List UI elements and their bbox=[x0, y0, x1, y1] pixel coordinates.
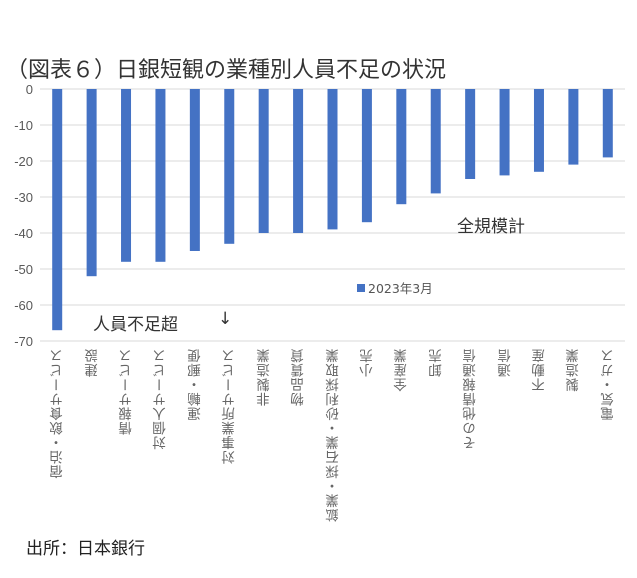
bar bbox=[327, 89, 338, 230]
bar bbox=[86, 89, 97, 277]
bar bbox=[155, 89, 166, 262]
y-tick-label: -50 bbox=[14, 262, 33, 277]
legend-label: 2023年3月 bbox=[368, 281, 433, 296]
x-tick-label: 鉱業・採石業・砂利採取業 bbox=[325, 348, 342, 522]
down-arrow-icon: ↓ bbox=[218, 309, 233, 329]
x-tick-label: 宿泊・飲食サービス bbox=[50, 348, 67, 479]
x-tick-label: 不動産 bbox=[531, 348, 548, 392]
bar bbox=[293, 89, 304, 233]
x-tick-label: 全産業 bbox=[394, 348, 411, 392]
annotation-labor-shortage: 人員不足超 bbox=[93, 315, 178, 335]
x-tick-label: 対事業所サービス bbox=[222, 348, 239, 464]
y-tick-label: 0 bbox=[26, 82, 33, 97]
y-tick-label: -10 bbox=[14, 118, 33, 133]
bar bbox=[396, 89, 407, 205]
legend: 2023年3月 bbox=[357, 278, 433, 297]
source-note: 出所：日本銀行 bbox=[26, 539, 145, 559]
annotation-all-sizes: 全規模計 bbox=[457, 217, 525, 237]
bar bbox=[533, 89, 544, 172]
x-tick-label: 情報サービス bbox=[119, 348, 136, 435]
bar bbox=[568, 89, 579, 165]
bar bbox=[361, 89, 372, 223]
x-tick-label: その他情報通信 bbox=[463, 348, 480, 450]
x-tick-label: 小売 bbox=[359, 348, 376, 377]
bar bbox=[602, 89, 613, 158]
x-tick-label: 建設 bbox=[84, 348, 101, 377]
bar bbox=[121, 89, 132, 262]
legend-swatch bbox=[357, 283, 365, 292]
bar bbox=[189, 89, 200, 251]
bar bbox=[499, 89, 510, 176]
x-tick-label: 対個人サービス bbox=[153, 348, 170, 450]
bar bbox=[224, 89, 235, 244]
x-tick-label: 非製造業 bbox=[256, 348, 273, 406]
bar bbox=[465, 89, 476, 179]
x-tick-label: 卸売 bbox=[428, 348, 445, 377]
chart-title: （図表６）日銀短観の業種別人員不足の状況 bbox=[6, 58, 447, 83]
y-tick-label: -40 bbox=[14, 226, 33, 241]
x-tick-label: 運輸・郵便 bbox=[187, 348, 204, 421]
y-tick-label: -60 bbox=[14, 298, 33, 313]
y-tick-label: -20 bbox=[14, 154, 33, 169]
x-tick-label: 物品賃貸 bbox=[291, 348, 308, 406]
bar bbox=[258, 89, 269, 233]
x-tick-label: 製造業 bbox=[566, 348, 583, 392]
y-tick-label: -30 bbox=[14, 190, 33, 205]
bar bbox=[52, 89, 63, 331]
x-tick-label: 電気・ガス bbox=[600, 348, 617, 421]
y-tick-label: -70 bbox=[14, 334, 33, 349]
x-tick-label: 通信 bbox=[497, 348, 514, 377]
bar bbox=[430, 89, 441, 194]
